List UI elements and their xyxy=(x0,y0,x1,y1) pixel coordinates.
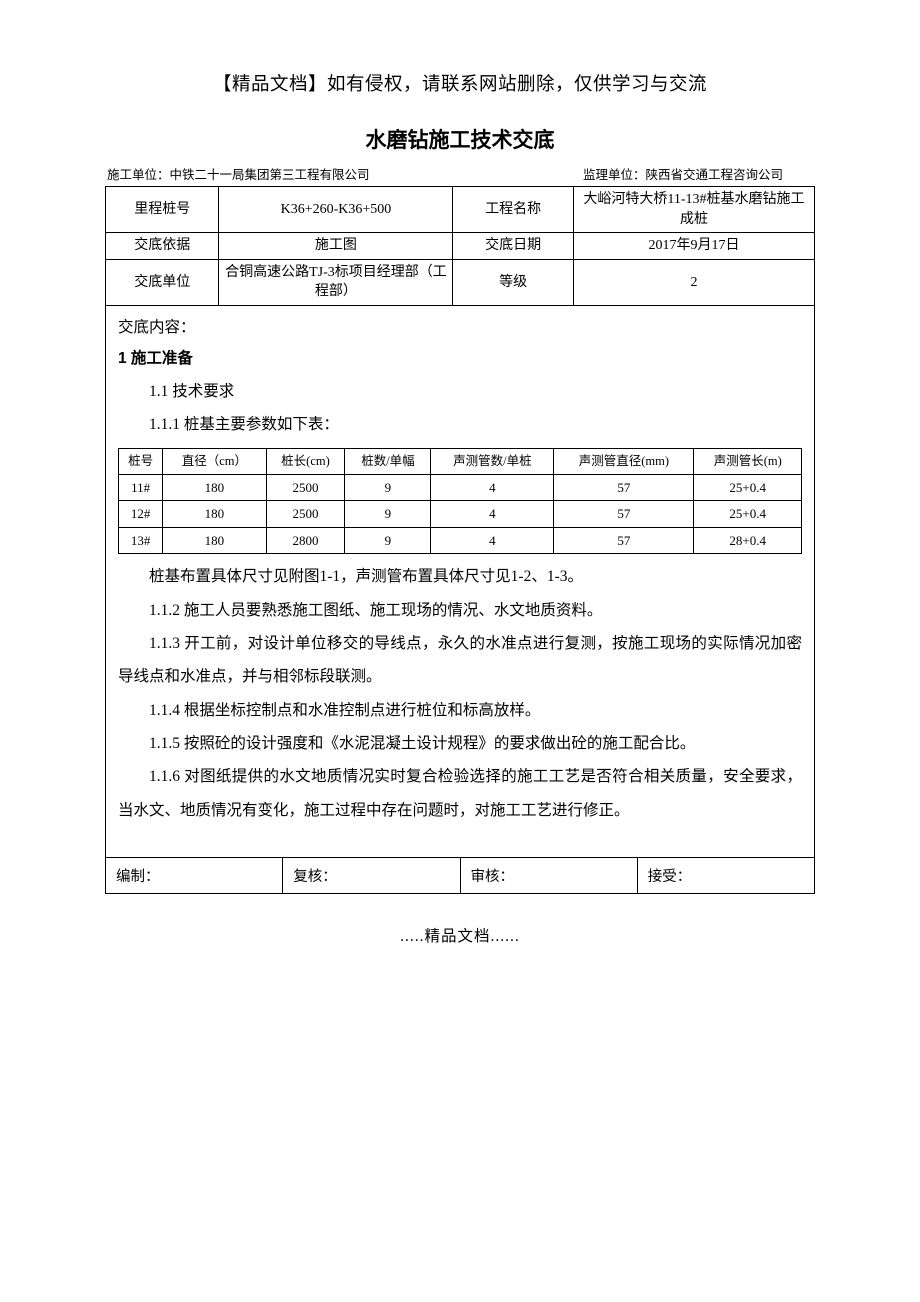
section-1-1-6: 1.1.6 对图纸提供的水文地质情况实时复合检验选择的施工工艺是否符合相关质量，… xyxy=(118,760,802,827)
params-cell: 25+0.4 xyxy=(694,474,802,501)
info-row-2: 交底依据 施工图 交底日期 2017年9月17日 xyxy=(106,233,815,260)
document-title: 水磨钻施工技术交底 xyxy=(105,124,815,154)
info-cell: 合铜高速公路TJ-3标项目经理部（工程部） xyxy=(219,259,453,305)
info-cell: 施工图 xyxy=(219,233,453,260)
params-cell: 9 xyxy=(345,527,431,554)
supervision-unit-value: 陕西省交通工程咨询公司 xyxy=(645,168,783,182)
construction-unit-label: 施工单位： xyxy=(107,168,170,182)
params-cell: 12# xyxy=(119,501,163,528)
construction-unit: 施工单位：中铁二十一局集团第三工程有限公司 xyxy=(107,164,370,183)
info-cell: 交底日期 xyxy=(453,233,574,260)
units-row: 施工单位：中铁二十一局集团第三工程有限公司 监理单位：陕西省交通工程咨询公司 xyxy=(105,164,815,183)
info-cell: 2 xyxy=(573,259,814,305)
section-1-1: 1.1 技术要求 xyxy=(118,375,802,408)
params-col-6: 声测管长(m) xyxy=(694,448,802,474)
info-cell: 2017年9月17日 xyxy=(573,233,814,260)
params-col-1: 直径（cm） xyxy=(163,448,266,474)
content-intro: 交底内容： xyxy=(118,314,802,342)
info-row-1: 里程桩号 K36+260-K36+500 工程名称 大峪河特大桥11-13#桩基… xyxy=(106,187,815,233)
supervision-unit-label: 监理单位： xyxy=(583,168,646,182)
construction-unit-value: 中铁二十一局集团第三工程有限公司 xyxy=(170,168,370,182)
params-col-2: 桩长(cm) xyxy=(266,448,345,474)
content-body: 交底内容： 1 施工准备 1.1 技术要求 1.1.1 桩基主要参数如下表： 桩… xyxy=(105,306,815,858)
params-header-row: 桩号 直径（cm） 桩长(cm) 桩数/单幅 声测管数/单桩 声测管直径(mm)… xyxy=(119,448,802,474)
params-cell: 4 xyxy=(431,527,554,554)
section-1-heading: 1 施工准备 xyxy=(118,342,802,375)
params-cell: 11# xyxy=(119,474,163,501)
params-cell: 9 xyxy=(345,501,431,528)
info-cell: 大峪河特大桥11-13#桩基水磨钻施工成桩 xyxy=(573,187,814,233)
params-col-3: 桩数/单幅 xyxy=(345,448,431,474)
params-cell: 4 xyxy=(431,474,554,501)
params-cell: 9 xyxy=(345,474,431,501)
info-cell: 交底依据 xyxy=(106,233,219,260)
info-cell: 等级 xyxy=(453,259,574,305)
footer-text: .....精品文档...... xyxy=(105,924,815,946)
section-1-1-4: 1.1.4 根据坐标控制点和水准控制点进行桩位和标高放样。 xyxy=(118,694,802,727)
params-row: 11# 180 2500 9 4 57 25+0.4 xyxy=(119,474,802,501)
sign-accept: 接受： xyxy=(637,858,814,894)
supervision-unit: 监理单位：陕西省交通工程咨询公司 xyxy=(583,164,783,183)
params-cell: 28+0.4 xyxy=(694,527,802,554)
info-table: 里程桩号 K36+260-K36+500 工程名称 大峪河特大桥11-13#桩基… xyxy=(105,186,815,306)
params-row: 12# 180 2500 9 4 57 25+0.4 xyxy=(119,501,802,528)
params-cell: 2500 xyxy=(266,474,345,501)
header-notice: 【精品文档】如有侵权，请联系网站删除，仅供学习与交流 xyxy=(105,70,815,96)
params-cell: 57 xyxy=(554,501,694,528)
params-col-4: 声测管数/单桩 xyxy=(431,448,554,474)
section-1-1-3: 1.1.3 开工前，对设计单位移交的导线点，永久的水准点进行复测，按施工现场的实… xyxy=(118,627,802,694)
params-cell: 180 xyxy=(163,501,266,528)
section-1-1-1: 1.1.1 桩基主要参数如下表： xyxy=(118,408,802,441)
params-cell: 57 xyxy=(554,474,694,501)
params-row: 13# 180 2800 9 4 57 28+0.4 xyxy=(119,527,802,554)
section-1-1-2: 1.1.2 施工人员要熟悉施工图纸、施工现场的情况、水文地质资料。 xyxy=(118,594,802,627)
sign-review: 复核： xyxy=(283,858,460,894)
params-cell: 2500 xyxy=(266,501,345,528)
signature-row: 编制： 复核： 审核： 接受： xyxy=(106,858,815,894)
info-cell: 里程桩号 xyxy=(106,187,219,233)
params-cell: 180 xyxy=(163,474,266,501)
params-cell: 2800 xyxy=(266,527,345,554)
info-row-3: 交底单位 合铜高速公路TJ-3标项目经理部（工程部） 等级 2 xyxy=(106,259,815,305)
params-col-0: 桩号 xyxy=(119,448,163,474)
info-cell: 工程名称 xyxy=(453,187,574,233)
params-col-5: 声测管直径(mm) xyxy=(554,448,694,474)
signature-table: 编制： 复核： 审核： 接受： xyxy=(105,858,815,895)
sign-compile: 编制： xyxy=(106,858,283,894)
params-cell: 25+0.4 xyxy=(694,501,802,528)
params-cell: 180 xyxy=(163,527,266,554)
params-cell: 4 xyxy=(431,501,554,528)
params-cell: 13# xyxy=(119,527,163,554)
info-cell: K36+260-K36+500 xyxy=(219,187,453,233)
sign-audit: 审核： xyxy=(460,858,637,894)
section-1-1-5: 1.1.5 按照砼的设计强度和《水泥混凝土设计规程》的要求做出砼的施工配合比。 xyxy=(118,727,802,760)
params-table: 桩号 直径（cm） 桩长(cm) 桩数/单幅 声测管数/单桩 声测管直径(mm)… xyxy=(118,448,802,555)
params-cell: 57 xyxy=(554,527,694,554)
after-params-note: 桩基布置具体尺寸见附图1-1，声测管布置具体尺寸见1-2、1-3。 xyxy=(118,560,802,593)
info-cell: 交底单位 xyxy=(106,259,219,305)
